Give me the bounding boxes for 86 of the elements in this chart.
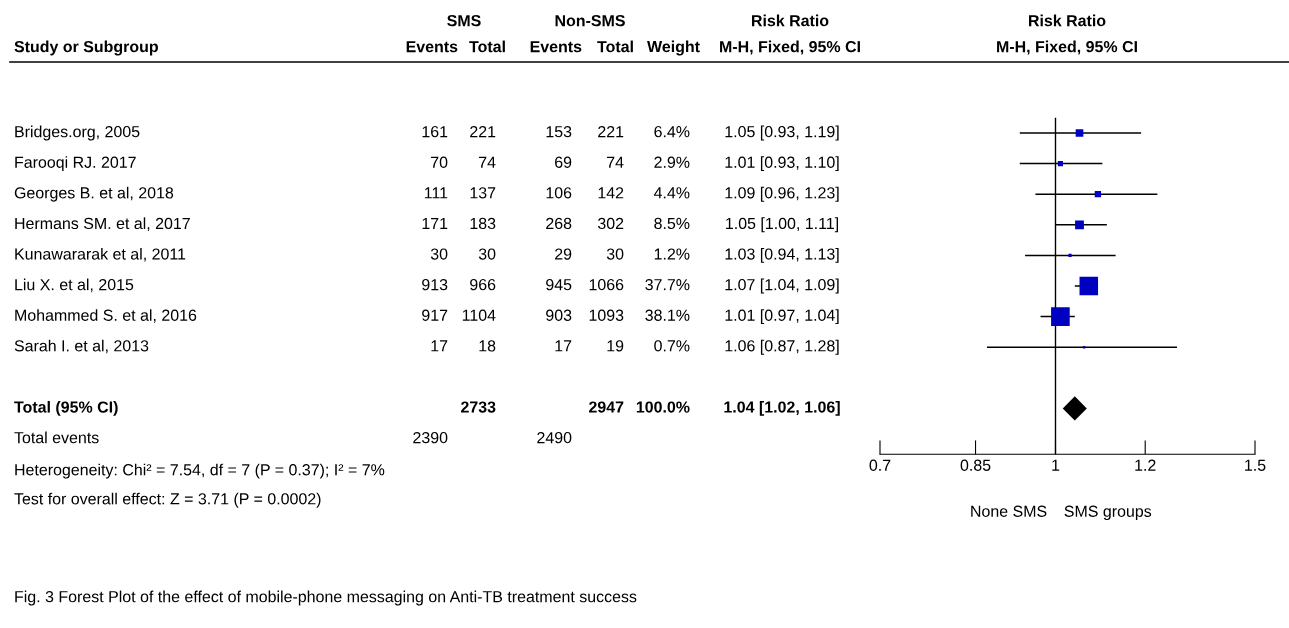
text: 6.4%: [654, 125, 690, 138]
text: 268: [546, 217, 572, 230]
text: 1.2%: [654, 248, 690, 260]
category-label: Mohammed S. et al, 2016: [15, 309, 197, 323]
category-label: Events: [406, 41, 458, 53]
category-label: Farooqi RJ. 2017: [15, 156, 136, 172]
text: 1.04 [1.02, 1.06]: [724, 400, 840, 416]
text: 1.03 [0.94, 1.13]: [725, 247, 839, 263]
text: 966: [470, 278, 496, 291]
text: 69: [555, 156, 572, 168]
chart-subtitle: M-H, Fixed, 95% CI: [997, 40, 1137, 55]
category-label: Sarah I. et al, 2013: [14, 339, 149, 354]
text: 1.05 [0.93, 1.19]: [725, 125, 839, 141]
text: 38.1%: [645, 309, 690, 321]
x-tick-label: 0.7: [869, 459, 891, 471]
caption: Fig. 3 Forest Plot of the effect of mobile-phone messaging on Anti-TB treatment success: [15, 590, 637, 606]
x-tick-label: 1.5: [1245, 459, 1266, 471]
text: 8.5%: [654, 217, 690, 230]
text: 1.07 [1.04, 1.09]: [725, 278, 839, 294]
text: Test for overall effect: Z = 3.71 (P = 0.0002): [14, 492, 321, 508]
x-tick-label: 1.2: [1135, 459, 1156, 471]
text: 18: [479, 340, 496, 352]
category-label: Total events: [14, 431, 99, 444]
text: 1.09 [0.96, 1.23]: [725, 186, 839, 202]
text: 142: [598, 187, 624, 199]
text: 945: [546, 278, 572, 291]
text: 137: [470, 187, 496, 199]
category-label: Kunawararak et al, 2011: [15, 247, 186, 262]
text: 106: [546, 187, 572, 199]
category-label: Liu X. et al, 2015: [15, 278, 134, 293]
text: 111: [424, 187, 448, 199]
x-tick-label: 0.85: [960, 459, 991, 471]
text: 17: [555, 340, 572, 352]
text: 917: [422, 309, 448, 321]
chart-title: Risk Ratio: [1029, 14, 1106, 27]
text: 30: [606, 248, 624, 260]
text: 1.01 [0.93, 1.10]: [725, 156, 839, 172]
text: None SMS: [971, 505, 1047, 517]
text: 2390: [413, 431, 448, 444]
text: Non-SMS: [555, 14, 625, 27]
text: SMS: [447, 14, 481, 27]
text: 74: [479, 156, 496, 168]
text: 29: [555, 248, 572, 260]
text: 70: [431, 156, 448, 168]
category-label: Total: [469, 40, 505, 53]
category-label: Total (95% CI): [14, 400, 118, 416]
text: 2947: [589, 401, 624, 413]
category-label: Hermans SM. et al, 2017: [15, 217, 190, 231]
text: 221: [470, 125, 496, 138]
category-label: Bridges.org, 2005: [15, 125, 140, 141]
text: 2.9%: [654, 156, 690, 168]
text: 19: [607, 340, 624, 352]
category-label: Weight: [647, 40, 700, 56]
text: 17: [431, 340, 448, 352]
text: Study or Subgroup: [14, 40, 158, 56]
text: 913: [422, 278, 448, 291]
text: 1.01 [0.97, 1.04]: [725, 309, 839, 325]
text: 74: [607, 156, 624, 168]
category-label: Total: [597, 40, 633, 53]
text: 2733: [461, 401, 496, 413]
text: 171: [422, 217, 448, 229]
category-label: Events: [530, 41, 582, 53]
text: 1.06 [0.87, 1.28]: [725, 339, 839, 355]
text: 4.4%: [653, 187, 690, 199]
text: 161: [422, 125, 448, 138]
text: 903: [546, 309, 572, 321]
text: 302: [597, 217, 624, 230]
x-tick-label: 1: [1052, 459, 1060, 471]
text: 1066: [589, 278, 624, 291]
text: Risk Ratio: [752, 14, 829, 27]
text: 2490: [537, 431, 572, 444]
text: 1093: [589, 309, 624, 321]
text: 30: [478, 248, 496, 260]
text: 37.7%: [645, 278, 690, 291]
text: 100.0%: [636, 401, 690, 413]
text: 221: [598, 125, 624, 138]
text: Heterogeneity: Chi² = 7.54, df = 7 (P = 0.37); I² = 7%: [15, 463, 385, 479]
text: SMS groups: [1064, 505, 1152, 521]
category-label: Georges B. et al, 2018: [14, 186, 174, 202]
text: 183: [470, 217, 496, 230]
text: 153: [546, 125, 572, 138]
text: 1104: [462, 309, 496, 321]
category-label: M-H, Fixed, 95% CI: [720, 40, 860, 55]
text: 30: [430, 248, 448, 260]
text: 1.05 [1.00, 1.11]: [726, 217, 838, 233]
text: 0.7%: [654, 340, 690, 352]
